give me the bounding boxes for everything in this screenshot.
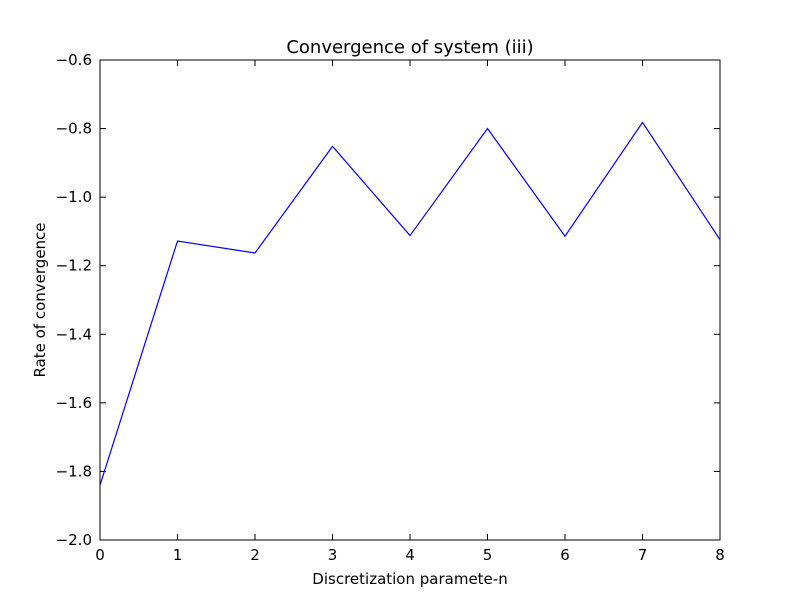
x-axis-ticks: 0 1 2 3 4 5 6 7 8 [95, 60, 725, 564]
x-tick-label: 3 [328, 546, 338, 564]
x-tick-label: 5 [483, 546, 493, 564]
y-axis-ticks: −2.0 −1.8 −1.6 −1.4 −1.2 −1.0 −0.8 −0.6 [56, 51, 720, 549]
chart-title: Convergence of system (iii) [286, 37, 533, 58]
y-tick-label: −1.8 [56, 462, 92, 480]
y-tick-label: −1.6 [56, 394, 92, 412]
y-tick-label: −0.6 [56, 51, 92, 69]
x-tick-label: 2 [250, 546, 260, 564]
x-axis-label: Discretization paramete-n [312, 570, 507, 588]
y-tick-label: −2.0 [56, 531, 92, 549]
y-tick-label: −1.2 [56, 257, 92, 275]
y-tick-label: −1.0 [56, 188, 92, 206]
series-layer [99, 121, 721, 486]
y-axis-label: Rate of convergence [31, 222, 49, 377]
y-tick-label: −1.4 [56, 325, 92, 343]
x-tick-label: 7 [638, 546, 648, 564]
y-tick-label: −0.8 [56, 120, 92, 138]
x-tick-label: 1 [173, 546, 183, 564]
series-line [99, 121, 721, 486]
x-tick-label: 4 [405, 546, 415, 564]
x-tick-label: 6 [560, 546, 570, 564]
x-tick-label: 0 [95, 546, 105, 564]
plot-frame [99, 59, 721, 541]
x-tick-label: 8 [715, 546, 725, 564]
